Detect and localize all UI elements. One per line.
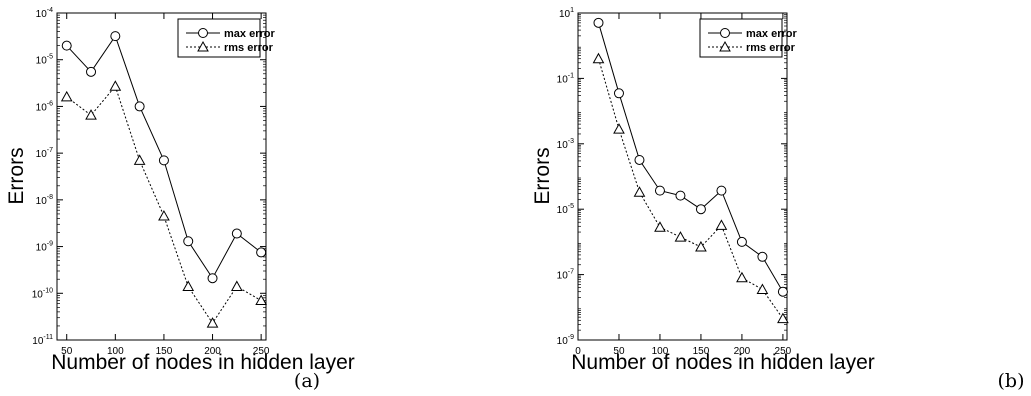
y-axis-title: Errors: [5, 147, 28, 204]
legend-label-rms-error: rms error: [746, 42, 796, 54]
y-tick-label: 10-4: [36, 7, 53, 20]
legend-marker-triangle: [197, 40, 209, 52]
data-point-rms-error: [736, 271, 748, 283]
data-point-max-error: [654, 185, 665, 196]
plot-frame: [577, 12, 788, 341]
y-tick-label: 10-9: [557, 334, 574, 347]
data-point-rms-error: [182, 280, 195, 291]
y-tick-label: 10-11: [32, 334, 53, 347]
x-tick-label: 250: [775, 346, 792, 357]
data-point-max-error: [675, 190, 686, 201]
x-tick-label: 150: [156, 346, 173, 357]
x-tick-label: 0: [575, 346, 581, 357]
x-tick-label: 100: [652, 346, 669, 357]
x-tick-label: 50: [613, 346, 625, 357]
data-point-rms-error: [109, 80, 122, 91]
data-point-rms-error: [633, 186, 646, 197]
data-point-max-error: [134, 101, 145, 112]
y-tick-label: 10-5: [557, 203, 574, 216]
legend-box: [177, 18, 261, 58]
legend: max error rms error: [177, 18, 275, 58]
data-point-rms-error: [674, 231, 687, 242]
chart-panel-b: 0 50 100 150 200 250 10-9 10-7 10-5 10-3 10-1 101 N…: [531, 7, 1025, 392]
data-point-rms-error: [613, 123, 625, 134]
data-point-rms-error: [777, 312, 789, 324]
x-axis-title: Number of nodes in hidden layer: [51, 351, 355, 374]
legend-label-rms-error: rms error: [224, 42, 274, 54]
data-point-max-error: [695, 204, 706, 215]
legend: max error rms error: [699, 18, 797, 58]
series-line-max-error: [598, 22, 784, 292]
legend-label-max-error: max error: [224, 28, 275, 40]
data-point-max-error: [61, 40, 72, 51]
data-point-max-error: [256, 247, 267, 258]
x-tick-label: 200: [734, 346, 751, 357]
panel-label-a: (a): [294, 370, 320, 392]
y-tick-label: 10-6: [36, 100, 53, 113]
x-tick-label: 250: [253, 346, 270, 357]
data-point-rms-error: [60, 90, 73, 102]
axis-ticks: 50 100 150 200 250 10-11 10-10 10-9 10-8 10-7 10-6…: [32, 7, 270, 357]
x-tick-label: 200: [204, 346, 221, 357]
data-point-rms-error: [85, 109, 97, 120]
legend-marker-circle: [198, 28, 208, 38]
data-point-max-error: [231, 228, 242, 239]
series-layer: [592, 17, 789, 324]
y-tick-label: 10-7: [36, 147, 53, 160]
y-tick-label: 10-5: [36, 54, 53, 67]
data-point-rms-error: [133, 154, 146, 165]
y-axis-title: Errors: [531, 147, 554, 204]
x-axis-title: Number of nodes in hidden layer: [571, 351, 875, 374]
data-point-max-error: [634, 154, 645, 165]
y-tick-label: 10-1: [557, 72, 574, 85]
chart-panel-a: 50 100 150 200 250 10-11 10-10 10-9 10-8 10-7 10-6…: [5, 7, 355, 392]
legend-box: [699, 18, 783, 58]
data-point-max-error: [736, 236, 747, 247]
legend-marker-circle: [720, 28, 730, 38]
data-point-rms-error: [255, 294, 267, 306]
data-point-max-error: [777, 286, 788, 297]
data-point-max-error: [716, 185, 727, 196]
y-tick-label: 101: [559, 7, 574, 20]
x-tick-label: 50: [61, 346, 73, 357]
data-point-max-error: [183, 236, 194, 247]
plot-frame: [56, 12, 267, 341]
series-line-rms-error: [598, 58, 784, 319]
data-point-max-error: [613, 88, 624, 99]
panel-label-b: (b): [998, 370, 1025, 392]
y-tick-label: 10-10: [32, 287, 53, 300]
y-tick-label: 10-3: [557, 138, 574, 151]
series-line-rms-error: [66, 85, 262, 325]
data-point-rms-error: [230, 280, 243, 291]
y-tick-label: 10-7: [557, 269, 574, 282]
data-point-max-error: [593, 17, 604, 28]
y-tick-label: 10-8: [36, 194, 53, 207]
data-point-rms-error: [715, 219, 728, 230]
data-point-rms-error: [158, 210, 170, 221]
data-point-rms-error: [695, 240, 707, 252]
y-tick-label: 10-9: [36, 241, 53, 254]
data-point-rms-error: [756, 283, 769, 295]
axis-ticks: 0 50 100 150 200 250 10-9 10-7 10-5 10-3 10-1 101: [557, 7, 792, 357]
series-layer: [60, 31, 267, 328]
data-point-max-error: [757, 251, 768, 262]
legend-marker-triangle: [719, 40, 731, 52]
data-point-rms-error: [206, 317, 219, 328]
data-point-max-error: [86, 66, 97, 77]
x-tick-label: 100: [107, 346, 124, 357]
data-point-max-error: [110, 31, 121, 42]
data-point-rms-error: [592, 52, 605, 64]
legend-label-max-error: max error: [746, 28, 797, 40]
data-point-max-error: [158, 155, 169, 166]
data-point-rms-error: [654, 221, 666, 232]
x-tick-label: 150: [693, 346, 710, 357]
data-point-max-error: [207, 273, 218, 284]
